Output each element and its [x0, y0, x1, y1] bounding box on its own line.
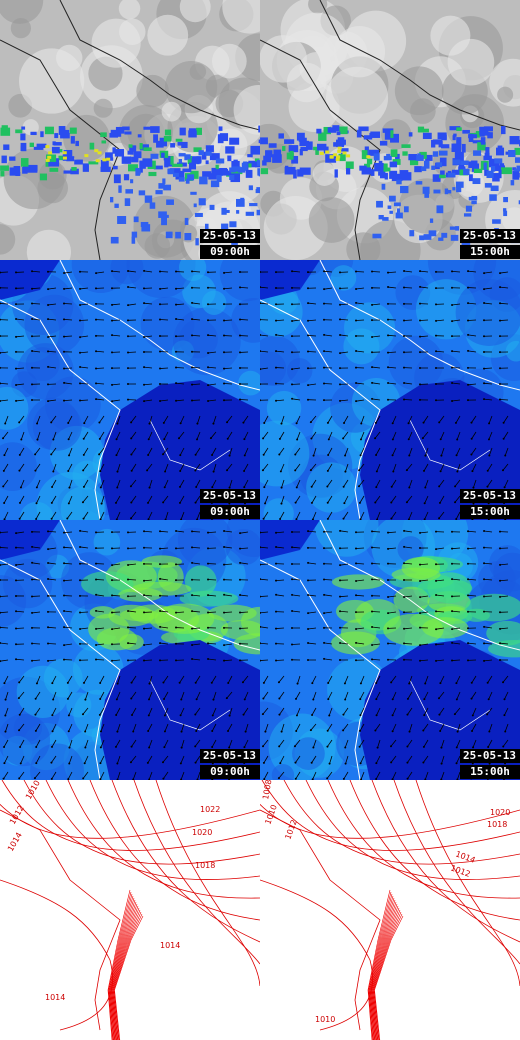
contour-label: 1014 — [45, 993, 65, 1002]
map-image — [0, 0, 260, 260]
timestamp-time: 15:00h — [460, 245, 520, 259]
contour-label: 1018 — [195, 861, 215, 870]
timestamp-date: 25-05-13 — [460, 229, 520, 243]
timestamp-date: 25-05-13 — [200, 489, 260, 503]
contour-label: 1010 — [315, 1015, 335, 1024]
timestamp-time: 15:00h — [460, 765, 520, 779]
contour-label: 1008 — [261, 780, 273, 800]
contour-label: 1014 — [160, 941, 180, 950]
timestamp-date: 25-05-13 — [460, 489, 520, 503]
map-image — [0, 520, 260, 780]
timestamp-time: 09:00h — [200, 505, 260, 519]
timestamp-time: 09:00h — [200, 245, 260, 259]
contour-label: 1018 — [487, 820, 507, 829]
timestamp-date: 25-05-13 — [200, 229, 260, 243]
map-panel: 25-05-13 09:00h — [0, 0, 260, 260]
map-panel: 1010 1012 1014 1022 1020 1018 1014 1014 — [0, 780, 260, 1040]
contour-label: 1020 — [192, 828, 212, 837]
timestamp-time: 15:00h — [460, 505, 520, 519]
map-image — [260, 260, 520, 520]
map-image — [260, 520, 520, 780]
map-panel: 25-05-13 09:00h — [0, 260, 260, 520]
map-panel: 1008 1010 1012 1020 1018 1014 1012 1010 — [260, 780, 520, 1040]
map-panel: 25-05-13 09:00h — [0, 520, 260, 780]
timestamp-date: 25-05-13 — [200, 749, 260, 763]
map-image — [0, 260, 260, 520]
map-image — [260, 0, 520, 260]
timestamp-date: 25-05-13 — [460, 749, 520, 763]
map-panel: 25-05-13 15:00h — [260, 520, 520, 780]
contour-label: 1020 — [490, 808, 510, 817]
timestamp-time: 09:00h — [200, 765, 260, 779]
map-panel: 25-05-13 15:00h — [260, 0, 520, 260]
map-panel: 25-05-13 15:00h — [260, 260, 520, 520]
contour-label: 1022 — [200, 805, 220, 814]
